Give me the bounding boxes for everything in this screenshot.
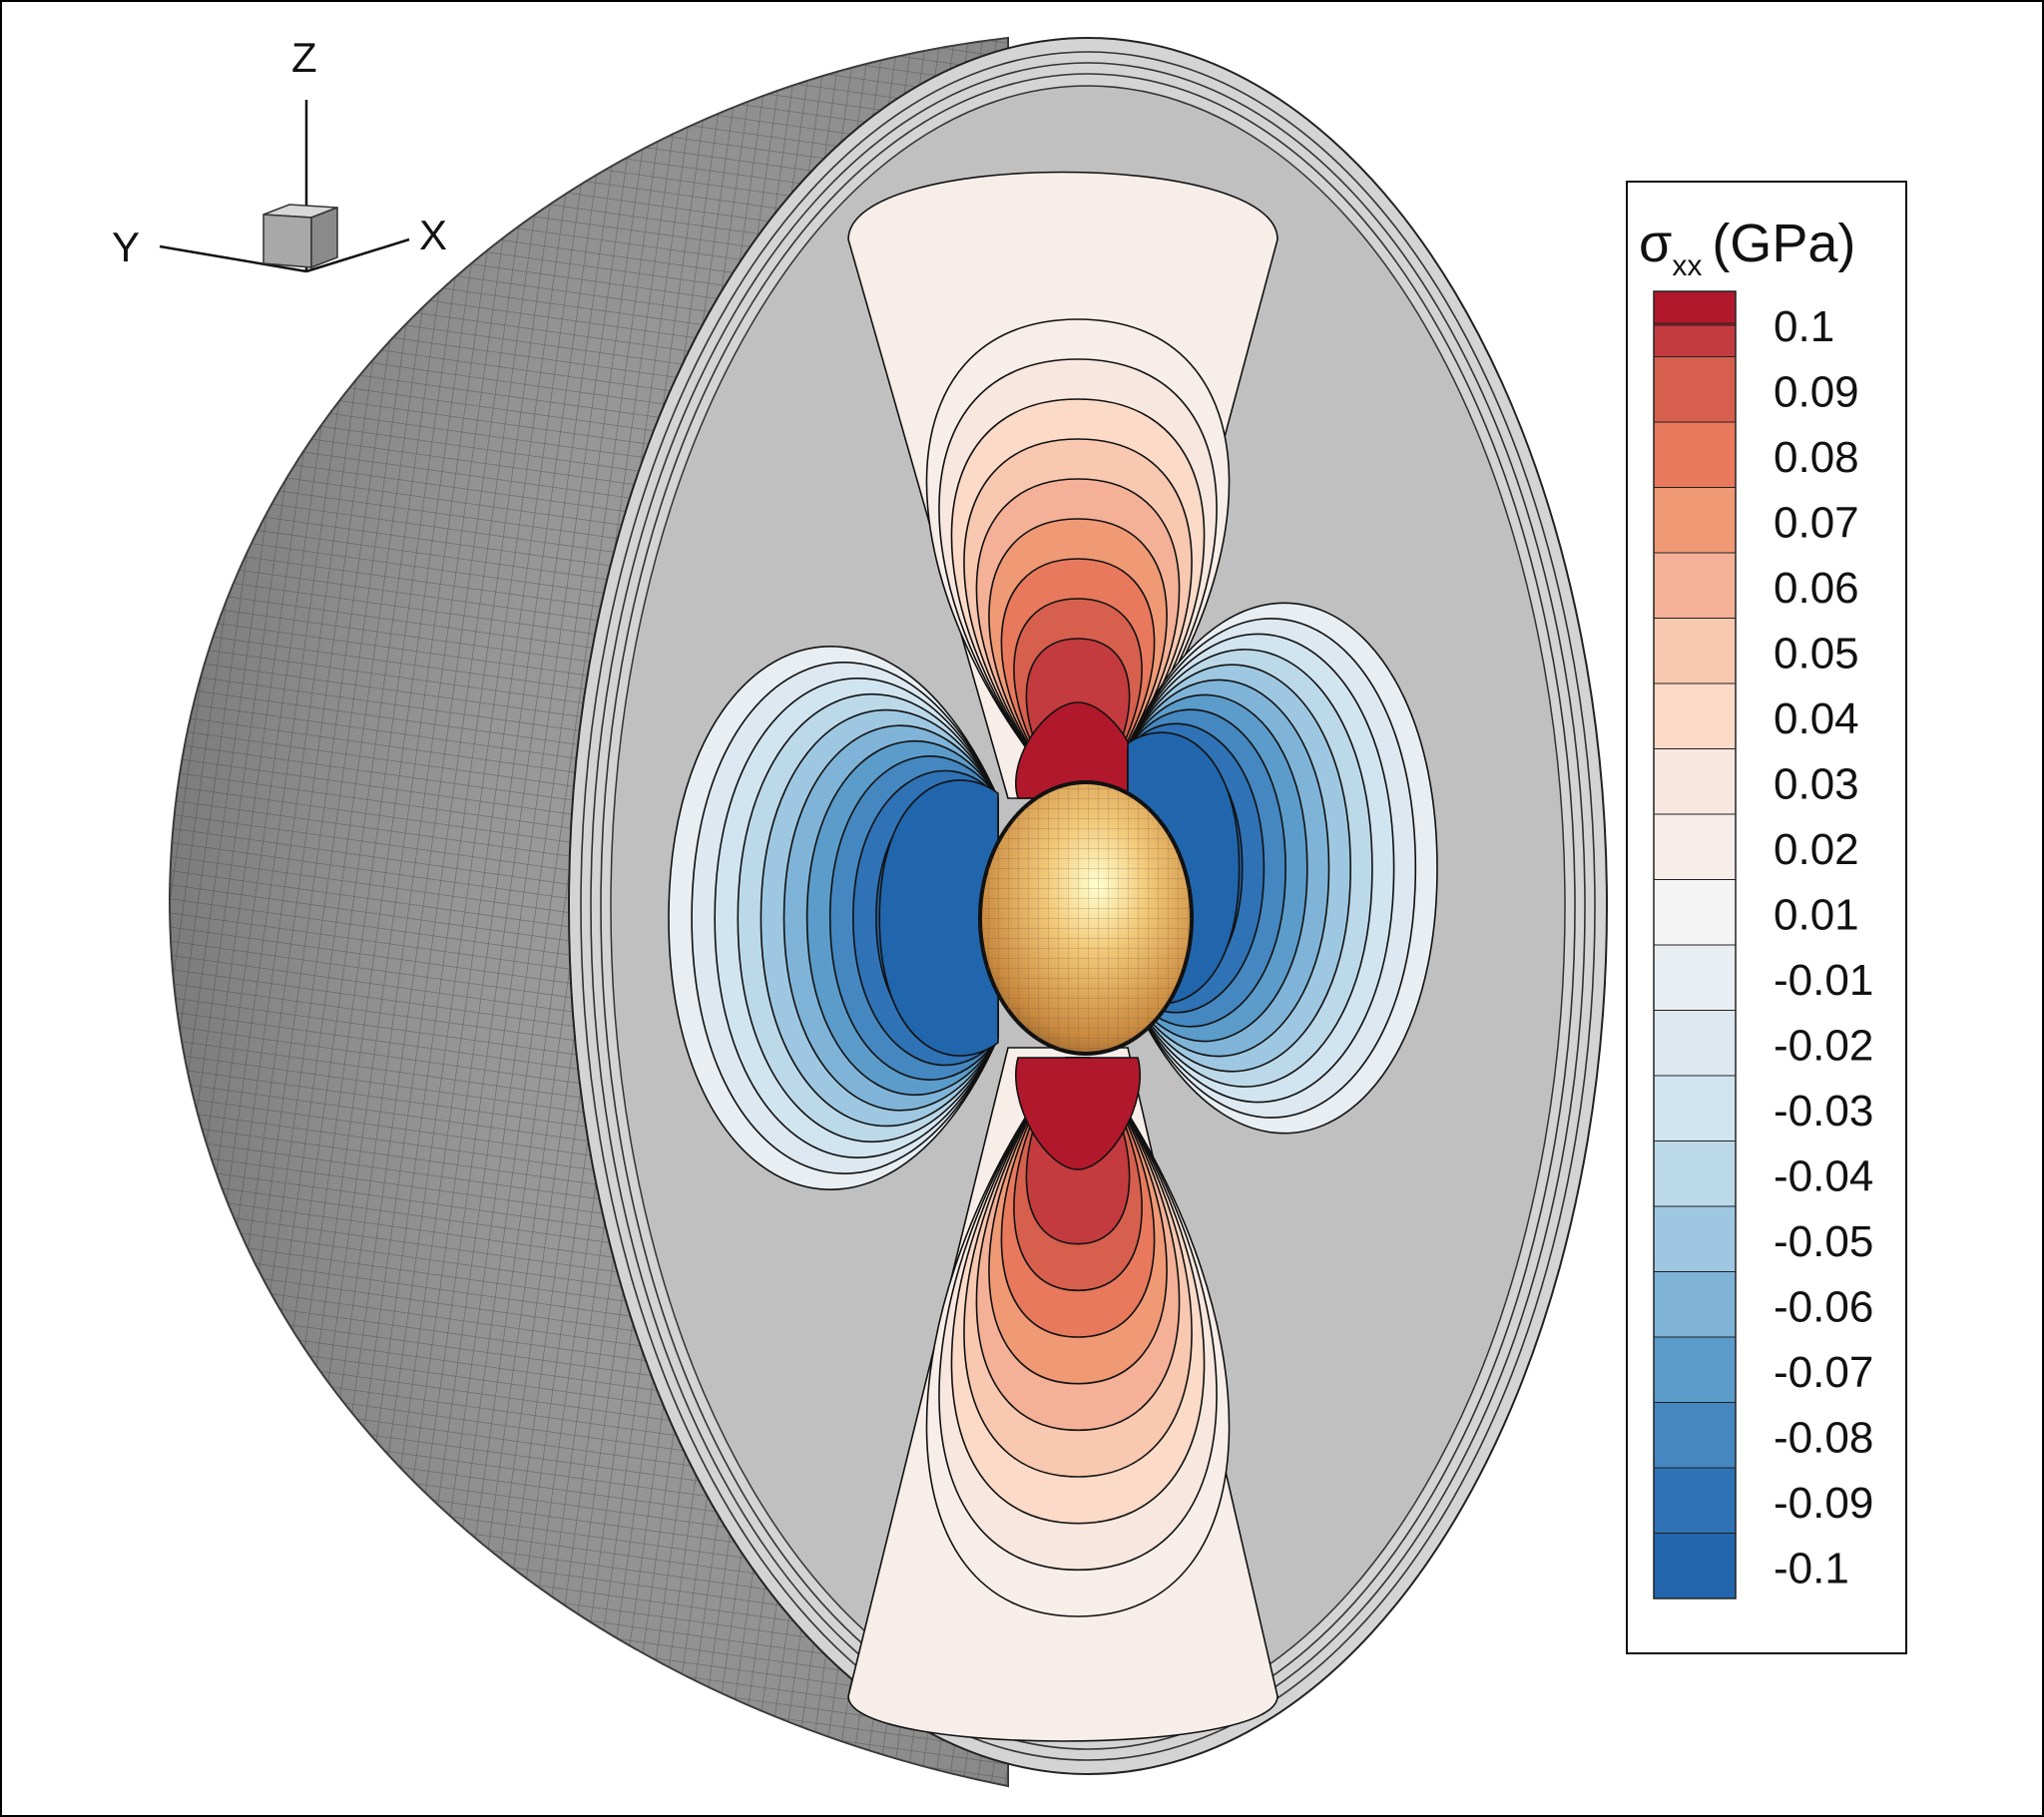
- legend-swatch: [1653, 1533, 1737, 1599]
- y-axis-label: Y: [112, 224, 140, 270]
- legend-swatch: [1653, 1140, 1737, 1207]
- legend-swatches: 0.1 0.09 0.08 0.07 0.06 0.05 0.04 0.03 0.02 0.01 -…: [1653, 290, 1873, 1599]
- legend-swatch: [1653, 1271, 1737, 1338]
- x-axis-label: X: [419, 212, 447, 258]
- spherical-inclusion: [978, 780, 1194, 1056]
- legend-tick-label: -0.1: [1774, 1545, 1849, 1593]
- legend-tick-label: 0.07: [1774, 499, 1859, 548]
- legend-swatch: [1653, 618, 1737, 684]
- legend-tick-label: 0.03: [1774, 760, 1859, 809]
- legend-swatch: [1653, 1075, 1737, 1141]
- y-axis-line: [159, 244, 307, 273]
- legend-tick-label: 0.04: [1774, 694, 1859, 743]
- legend-swatch: [1653, 1402, 1737, 1469]
- axis-triad: Z Y X: [112, 34, 447, 273]
- legend-swatch: [1653, 879, 1737, 946]
- legend-title: σxx (GPa): [1639, 214, 1855, 282]
- legend-tick-label: -0.07: [1774, 1348, 1873, 1397]
- legend-swatch: [1653, 487, 1737, 554]
- tension-lobe-top: [847, 171, 1278, 799]
- legend-tick-label: -0.03: [1774, 1087, 1873, 1136]
- legend-swatch: [1653, 944, 1737, 1011]
- legend-tick-label: 0.06: [1774, 564, 1859, 613]
- legend-tick-label: 0.02: [1774, 825, 1859, 874]
- legend-tick-label: -0.08: [1774, 1414, 1873, 1463]
- legend-swatch: [1653, 552, 1737, 619]
- legend-swatch: [1653, 1467, 1737, 1534]
- legend-swatch: [1653, 813, 1737, 880]
- contour-band-max: [878, 779, 999, 1057]
- legend-symbol: σ: [1639, 214, 1672, 273]
- legend-tick-label: -0.01: [1774, 956, 1873, 1005]
- z-axis-label: Z: [291, 34, 317, 81]
- colorbar-legend: σxx (GPa) 0.1 0.09 0.08 0.07 0.06 0.05 0.04 0.03…: [1626, 181, 1907, 1654]
- legend-swatch: [1653, 1336, 1737, 1403]
- legend-tick-label: -0.05: [1774, 1217, 1873, 1266]
- legend-tick-label: 0.09: [1774, 368, 1859, 417]
- legend-swatch: [1653, 748, 1737, 815]
- legend-subscript: xx: [1672, 249, 1702, 282]
- legend-swatch-outline: [1653, 290, 1737, 1599]
- triad-cube-side: [310, 206, 338, 269]
- legend-tick-label: 0.05: [1774, 630, 1859, 679]
- legend-swatch: [1653, 1205, 1737, 1272]
- contour-band-max: [1015, 1057, 1141, 1170]
- legend-swatch-max: [1653, 290, 1737, 324]
- legend-tick-label: 0.08: [1774, 433, 1859, 482]
- legend-tick-label: -0.02: [1774, 1022, 1873, 1071]
- triad-cube-front: [262, 214, 312, 268]
- legend-tick-label: 0.1: [1774, 302, 1834, 351]
- legend-swatch: [1653, 421, 1737, 488]
- compression-lobe-left: [668, 646, 999, 1190]
- legend-unit: (GPa): [1712, 214, 1855, 273]
- tension-lobe-bottom: [847, 1047, 1278, 1742]
- x-axis-line: [305, 237, 410, 273]
- legend-swatch: [1653, 1010, 1737, 1077]
- legend-swatch: [1653, 682, 1737, 749]
- legend-swatch: [1653, 356, 1737, 423]
- legend-tick-label: 0.01: [1774, 891, 1859, 940]
- legend-tick-label: -0.09: [1774, 1479, 1873, 1528]
- legend-tick-label: -0.06: [1774, 1283, 1873, 1332]
- legend-tick-label: -0.04: [1774, 1152, 1873, 1201]
